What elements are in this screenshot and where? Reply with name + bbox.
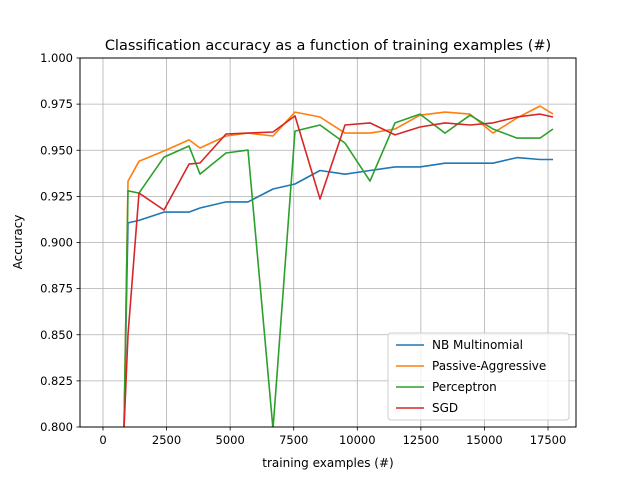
series-line-sgd — [123, 113, 554, 427]
y-tick-label: 0.900 — [40, 236, 73, 250]
y-axis-label: Accuracy — [11, 215, 25, 270]
y-tick-label: 0.825 — [40, 374, 73, 388]
x-tick-label: 10000 — [339, 433, 376, 447]
y-tick-label: 0.800 — [40, 420, 73, 434]
x-tick-label: 5000 — [216, 433, 245, 447]
y-tick-label: 0.875 — [40, 282, 73, 296]
legend-label-sgd: SGD — [432, 401, 458, 415]
y-tick-label: 0.850 — [40, 328, 73, 342]
legend: NB Multinomial Passive-Aggressive Perceptr… — [387, 332, 570, 421]
y-tick-label: 1.000 — [40, 51, 73, 65]
x-tick-label: 17500 — [530, 433, 567, 447]
series-line-passive-aggressive — [123, 105, 554, 427]
series-lines — [123, 105, 554, 427]
x-axis-label: training examples (#) — [262, 456, 393, 470]
legend-label-perceptron: Perceptron — [432, 380, 497, 394]
x-tick-label: 7500 — [279, 433, 308, 447]
legend-label-passive-aggressive: Passive-Aggressive — [432, 359, 546, 373]
x-tick-label: 0 — [99, 433, 106, 447]
y-tick-label: 0.925 — [40, 189, 73, 203]
y-tick-label: 0.950 — [40, 143, 73, 157]
y-tick-label: 0.975 — [40, 97, 73, 111]
x-tick-label: 2500 — [152, 433, 181, 447]
ticks: 0 2500 5000 7500 10000 12500 15000 17500 0.800 0.… — [40, 51, 566, 447]
series-line-nb-multinomial — [123, 156, 553, 427]
chart-title: Classification accuracy as a function of… — [105, 38, 551, 54]
legend-box — [387, 332, 570, 421]
legend-label-nb-multinomial: NB Multinomial — [432, 338, 523, 352]
x-tick-label: 12500 — [403, 433, 440, 447]
x-tick-label: 15000 — [466, 433, 503, 447]
